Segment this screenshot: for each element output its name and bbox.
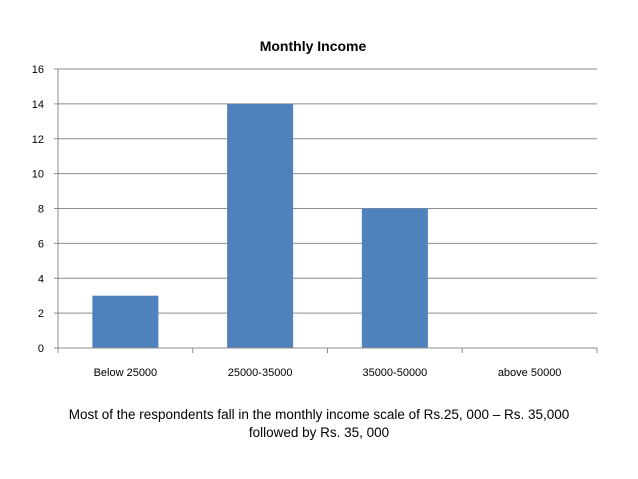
y-tick-label: 6 [38,238,44,250]
y-tick-label: 2 [38,308,44,320]
bars [92,103,428,348]
y-tick-label: 16 [32,64,44,76]
bar-0 [92,295,159,348]
x-tick-label: Below 25000 [94,367,158,379]
y-axis-tick-labels: 0 2 4 6 8 10 12 14 16 [32,64,58,355]
caption-line-2: followed by Rs. 35, 000 [248,425,390,440]
bar-1 [227,103,294,348]
x-tick-label: 35000-50000 [362,367,427,379]
y-tick-label: 10 [32,169,44,181]
chart-caption: Most of the respondents fall in the mont… [20,406,618,442]
y-tick-label: 14 [32,99,44,111]
monthly-income-chart: Monthly Income 0 2 4 6 8 10 12 14 16 Below 25000… [32,38,598,379]
y-tick-label: 4 [38,273,44,285]
x-tick-label: 25000-35000 [228,367,293,379]
y-tick-label: 0 [38,343,44,355]
x-axis-tick-labels: Below 25000 25000-35000 35000-50000 above 5… [94,367,562,379]
caption-line-1: Most of the respondents fall in the mont… [68,407,570,422]
x-tick-label: above 50000 [498,367,562,379]
y-tick-label: 12 [32,134,44,146]
axes [57,69,598,353]
bar-2 [361,208,428,348]
chart-title: Monthly Income [260,38,367,54]
gridlines [58,68,597,314]
y-tick-label: 8 [38,204,44,216]
